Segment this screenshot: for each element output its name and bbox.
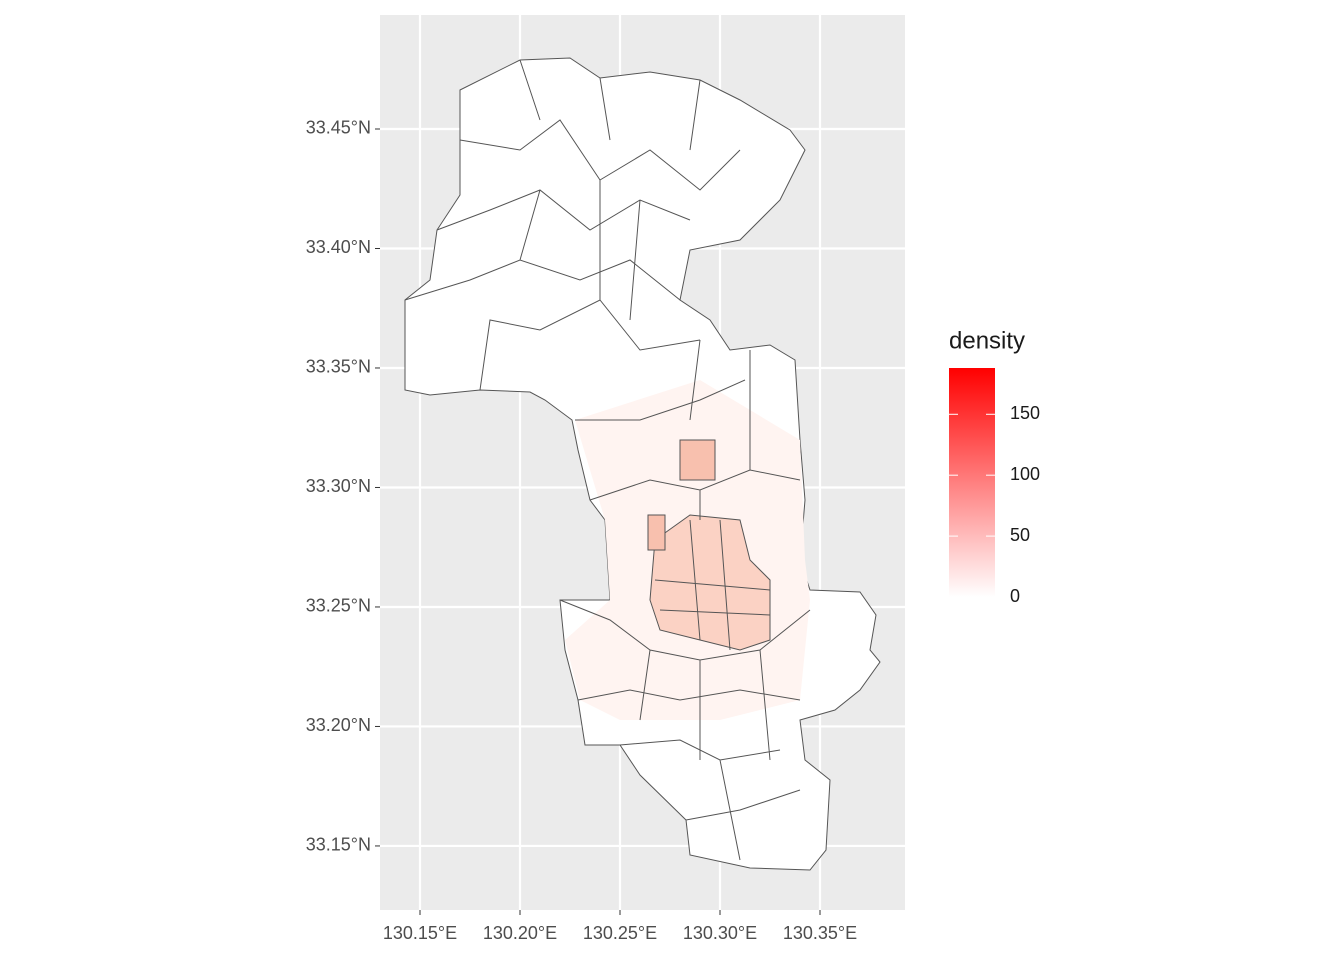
x-tick-label: 130.35°E — [783, 923, 857, 943]
x-tick-label: 130.15°E — [383, 923, 457, 943]
y-tick-label: 33.25°N — [306, 596, 371, 616]
y-tick-label: 33.40°N — [306, 237, 371, 257]
legend-tick-label: 100 — [1010, 464, 1040, 484]
legend-tick-label: 0 — [1010, 586, 1020, 606]
dense-core — [649, 514, 771, 651]
regions — [404, 57, 881, 871]
y-tick-label: 33.30°N — [306, 476, 371, 496]
legend: density 0 50 100 150 — [949, 327, 1040, 606]
y-tick-label: 33.35°N — [306, 357, 371, 377]
x-tick-label: 130.25°E — [583, 923, 657, 943]
y-tick-label: 33.15°N — [306, 835, 371, 855]
legend-tick-label: 50 — [1010, 525, 1030, 545]
y-tick-label: 33.45°N — [306, 118, 371, 138]
colorbar — [949, 368, 995, 597]
legend-title: density — [949, 327, 1025, 354]
legend-tick-label: 150 — [1010, 403, 1040, 423]
dense-patch — [647, 439, 716, 551]
y-tick-label: 33.20°N — [306, 715, 371, 735]
x-tick-label: 130.20°E — [483, 923, 557, 943]
x-tick-label: 130.30°E — [683, 923, 757, 943]
